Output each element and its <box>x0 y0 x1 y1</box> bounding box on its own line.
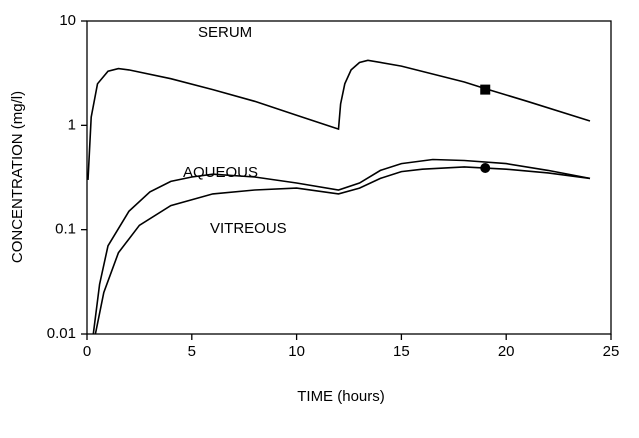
series-line <box>94 166 591 335</box>
series-line <box>92 158 591 335</box>
plot-frame <box>86 20 612 335</box>
y-tick-label: 0.1 <box>55 221 76 238</box>
series-label: SERUM <box>198 24 252 41</box>
y-axis-title: CONCENTRATION (mg/l) <box>9 91 26 263</box>
series-label: VITREOUS <box>210 220 287 237</box>
x-tick-label: 0 <box>83 343 91 360</box>
y-tick-label: 10 <box>59 12 76 29</box>
data-point <box>480 162 491 173</box>
x-tick-label: 10 <box>288 343 305 360</box>
x-tick-label: 25 <box>603 343 620 360</box>
x-axis-title: TIME (hours) <box>297 388 385 405</box>
y-tick-label: 1 <box>68 116 76 133</box>
series-label: AQUEOUS <box>183 164 258 181</box>
data-point <box>480 84 491 95</box>
x-tick-label: 20 <box>498 343 515 360</box>
y-tick-label: 0.01 <box>47 325 76 342</box>
x-tick-label: 15 <box>393 343 410 360</box>
x-tick-label: 5 <box>188 343 196 360</box>
series-line <box>87 59 591 180</box>
